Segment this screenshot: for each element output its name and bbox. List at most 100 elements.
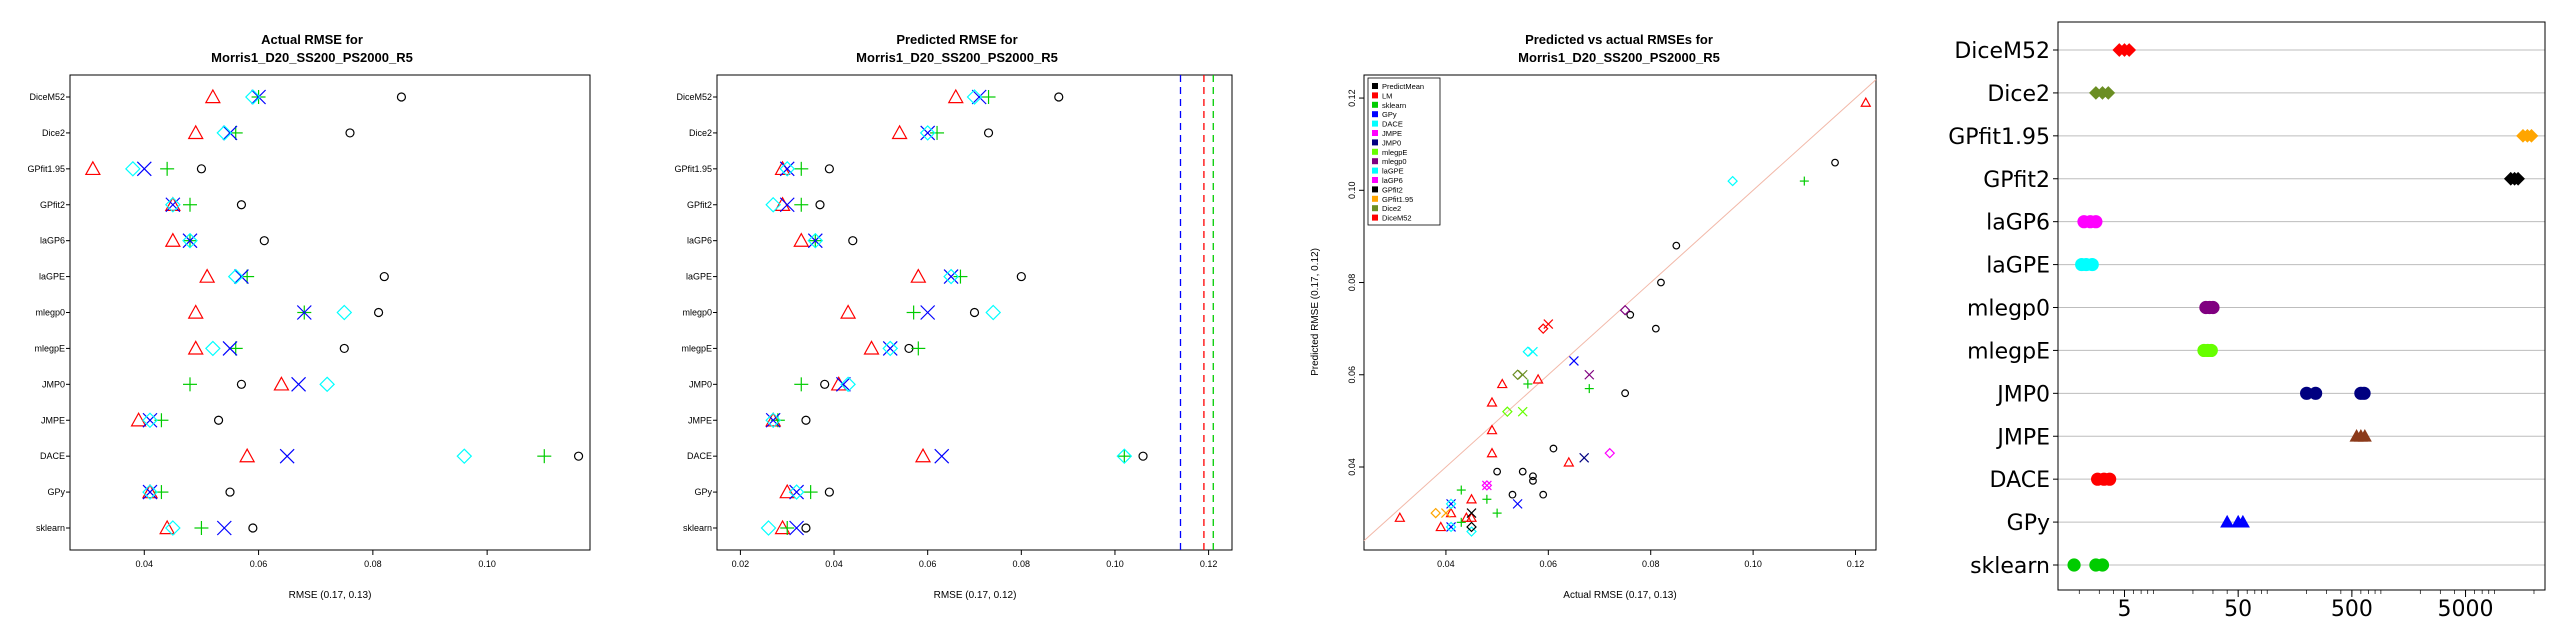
panel-actual-rmse: Actual RMSE for Morris1_D20_SS200_PS2000… [27,32,591,601]
y-tick-label: mlegpE [1967,339,2050,364]
y-tick-label: GPfit1.95 [27,164,65,174]
data-point [199,268,216,283]
data-point [142,484,158,500]
data-point [1528,346,1538,357]
y-tick-label: laGP6 [1986,211,2050,236]
data-point [2089,215,2103,229]
data-point [1512,498,1523,509]
data-point [765,412,782,429]
data-point [336,304,353,321]
y-tick-label: DACE [687,451,712,461]
data-point [2220,514,2235,528]
data-point [2524,128,2539,143]
legend-label: GPfit2 [1382,185,1403,194]
y-tick-label: 0.04 [1347,458,1357,476]
data-point [971,89,987,105]
x-tick-label: 0.04 [825,559,843,569]
panel3-marks [1394,96,1872,537]
data-point [1579,452,1590,463]
y-tick-label: JMPE [41,415,65,425]
data-point [824,487,834,497]
data-point [1517,406,1528,417]
data-point [1604,447,1616,459]
y-tick-label: laGPE [1986,254,2050,279]
data-point [1481,480,1493,491]
data-point [920,305,936,320]
data-point [345,128,355,138]
panel2-plot-frame [716,74,1233,551]
panel1-title-line1: Actual RMSE for [261,32,363,47]
data-point [84,160,101,176]
panel4-plot-frame [2057,21,2546,591]
data-point [187,304,204,319]
panel-predicted-rmse: Predicted RMSE for Morris1_D20_SS200_PS2… [674,32,1233,601]
data-point [1502,406,1513,417]
data-point [373,307,384,318]
x-tick-label: 0.10 [478,559,496,569]
data-point [848,236,858,246]
panel-predicted-vs-actual: Predicted vs actual RMSEs for Morris1_D2… [1310,32,1877,601]
data-point [273,376,290,391]
x-tick-label: 5000 [2438,597,2494,622]
data-point [835,376,851,392]
legend-swatch [1372,177,1378,183]
legend-label: PredictMean [1382,82,1424,91]
data-point [2357,386,2371,400]
legend-label: mlegpE [1382,148,1407,157]
data-point [182,232,198,249]
legend-label: sklearn [1382,101,1406,110]
data-point [182,233,198,249]
y-tick-label: DiceM52 [1954,39,2050,64]
x-tick-label: 5 [2118,597,2132,622]
data-point [1435,521,1447,532]
data-point [943,268,959,285]
data-point [1394,511,1406,522]
legend-swatch [1372,148,1378,155]
data-point [788,484,805,500]
data-point [807,232,824,249]
data-point [225,487,235,497]
panel4-y-ticks: DiceM52 Dice2 GPfit1.95 GPfit2 laGP6 laGPE mle… [1948,39,2058,579]
data-point [1831,158,1839,167]
legend-label: GPy [1382,110,1397,119]
y-tick-label: GPfit2 [40,200,65,210]
data-point [934,448,950,464]
data-point [1672,241,1681,250]
data-point [2122,43,2137,57]
data-point [239,447,256,463]
data-point [765,412,781,428]
legend-swatch [1372,195,1378,202]
data-point [245,89,261,105]
data-point [213,415,224,425]
data-point [943,269,959,285]
data-point [2067,558,2081,572]
data-point [840,376,856,393]
legend-label: laGPE [1382,167,1404,176]
x-tick-label: 0.06 [250,559,268,569]
data-point [863,340,880,355]
data-point [1466,493,1478,504]
data-point [953,269,968,284]
data-point [765,196,782,213]
data-point [779,197,795,213]
x-tick-label: 0.12 [1847,559,1865,569]
data-point [183,197,197,212]
data-point [379,271,389,282]
data-point [1619,304,1631,316]
data-point [279,448,295,464]
x-tick-label: 0.10 [1106,559,1124,569]
data-point [1657,278,1665,287]
data-point [1445,498,1457,510]
y-tick-label: GPfit2 [687,200,712,210]
data-point [789,484,805,500]
data-point [1486,424,1498,435]
data-point [947,88,964,104]
y-tick-label: DACE [40,451,65,461]
x-tick-label: 0.02 [732,559,750,569]
data-point [1430,507,1442,519]
data-point [1446,522,1456,532]
data-point [227,268,244,285]
data-point [160,161,175,176]
data-point [820,379,830,389]
y-tick-label: sklearn [1970,554,2050,579]
